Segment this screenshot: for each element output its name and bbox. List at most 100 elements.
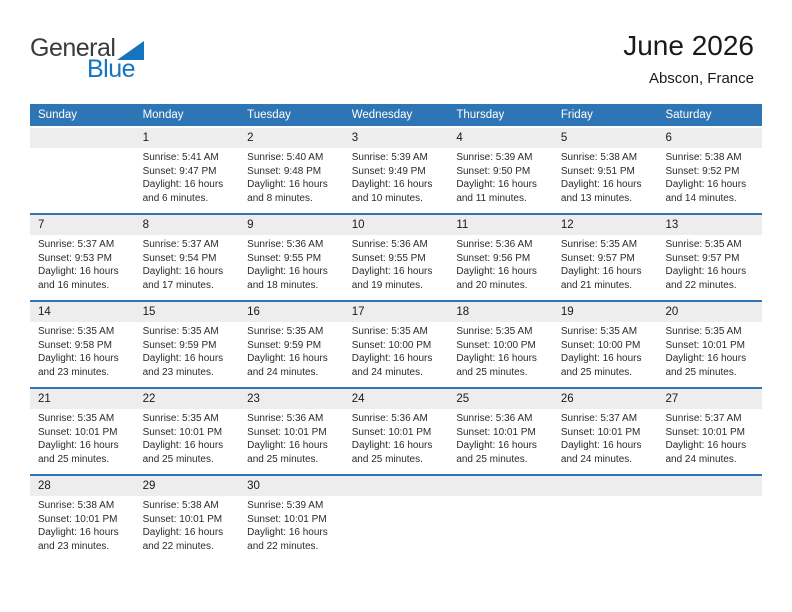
day-number: 29 bbox=[142, 480, 156, 492]
day-cell: Sunrise: 5:36 AM Sunset: 10:01 PM Daylight… bbox=[344, 409, 449, 466]
weekday-header-tuesday: Tuesday bbox=[247, 109, 291, 121]
day-cell: Sunrise: 5:38 AM Sunset: 9:51 PM Daylight:… bbox=[553, 148, 658, 205]
daylight-text: Daylight: 16 hours and 25 minutes. bbox=[351, 440, 433, 465]
sunrise-text: Sunrise: 5:35 AM bbox=[247, 326, 324, 337]
day-cell: Sunrise: 5:40 AM Sunset: 9:48 PM Daylight:… bbox=[239, 148, 344, 205]
day-number-band: 28 29 30 bbox=[30, 476, 762, 496]
day-number: 28 bbox=[38, 480, 51, 492]
day-cell: Sunrise: 5:39 AM Sunset: 9:49 PM Daylight:… bbox=[344, 148, 449, 205]
day-cell-empty bbox=[30, 148, 135, 205]
location-subtitle: Abscon, France bbox=[648, 70, 754, 87]
day-cell: Sunrise: 5:38 AM Sunset: 10:01 PM Daylight… bbox=[135, 496, 240, 553]
sunrise-text: Sunrise: 5:38 AM bbox=[142, 500, 219, 511]
week-row: 28 29 30 Sunrise: 5:38 AM Sunset: 10:01 PM Da… bbox=[30, 474, 762, 561]
sunset-text: Sunset: 10:01 PM bbox=[247, 426, 327, 438]
logo-top-line: General bbox=[30, 36, 145, 61]
day-number: 11 bbox=[456, 219, 469, 231]
daylight-text: Daylight: 16 hours and 11 minutes. bbox=[456, 179, 537, 204]
day-number: 2 bbox=[247, 132, 254, 144]
day-cell: Sunrise: 5:38 AM Sunset: 10:01 PM Daylight… bbox=[30, 496, 135, 553]
day-number: 4 bbox=[456, 132, 463, 144]
sunset-text: Sunset: 10:01 PM bbox=[142, 513, 223, 525]
day-detail-row: Sunrise: 5:37 AM Sunset: 9:53 PM Daylight:… bbox=[30, 235, 762, 292]
weeks-container: 1 2 3 4 5 6 Sunrise: 5:41 AM Sunset: 9:47 PM Day… bbox=[30, 126, 762, 561]
day-cell: Sunrise: 5:35 AM Sunset: 9:57 PM Daylight:… bbox=[657, 235, 762, 292]
day-cell: Sunrise: 5:35 AM Sunset: 10:01 PM Daylight… bbox=[657, 322, 762, 379]
sunrise-text: Sunrise: 5:37 AM bbox=[665, 413, 742, 424]
daylight-text: Daylight: 16 hours and 23 minutes. bbox=[38, 353, 119, 378]
day-number: 1 bbox=[142, 132, 149, 144]
sunrise-text: Sunrise: 5:36 AM bbox=[247, 239, 324, 250]
sunrise-text: Sunrise: 5:37 AM bbox=[38, 239, 115, 250]
sunset-text: Sunset: 9:48 PM bbox=[247, 165, 322, 177]
sunset-text: Sunset: 9:55 PM bbox=[247, 252, 322, 264]
sunset-text: Sunset: 10:01 PM bbox=[560, 426, 641, 438]
sunrise-text: Sunrise: 5:36 AM bbox=[351, 239, 428, 250]
daylight-text: Daylight: 16 hours and 16 minutes. bbox=[38, 266, 119, 291]
sunrise-text: Sunrise: 5:35 AM bbox=[456, 326, 533, 337]
sunrise-text: Sunrise: 5:36 AM bbox=[351, 413, 428, 424]
day-number-band: 14 15 16 17 18 19 20 bbox=[30, 302, 762, 322]
day-number: 12 bbox=[560, 219, 574, 231]
day-cell-empty bbox=[553, 496, 658, 553]
sunset-text: Sunset: 10:01 PM bbox=[38, 426, 118, 438]
sunset-text: Sunset: 9:57 PM bbox=[560, 252, 635, 264]
daylight-text: Daylight: 16 hours and 20 minutes. bbox=[456, 266, 537, 291]
sunrise-text: Sunrise: 5:38 AM bbox=[38, 500, 115, 511]
sunset-text: Sunset: 10:00 PM bbox=[351, 339, 432, 351]
sunset-text: Sunset: 10:01 PM bbox=[665, 426, 745, 438]
sunset-text: Sunset: 9:51 PM bbox=[560, 165, 635, 177]
sunrise-text: Sunrise: 5:39 AM bbox=[247, 500, 324, 511]
day-number: 9 bbox=[247, 219, 254, 231]
sunrise-text: Sunrise: 5:35 AM bbox=[560, 239, 638, 250]
sunrise-text: Sunrise: 5:35 AM bbox=[665, 239, 742, 250]
sunrise-text: Sunrise: 5:37 AM bbox=[560, 413, 638, 424]
day-number: 13 bbox=[665, 219, 679, 231]
sunrise-text: Sunrise: 5:38 AM bbox=[665, 152, 742, 163]
day-number: 6 bbox=[665, 132, 672, 144]
sunset-text: Sunset: 10:01 PM bbox=[38, 513, 118, 525]
sunset-text: Sunset: 9:56 PM bbox=[456, 252, 531, 264]
weekday-header-friday: Friday bbox=[560, 109, 593, 121]
sunrise-text: Sunrise: 5:41 AM bbox=[142, 152, 219, 163]
calendar-table: Sunday Monday Tuesday Wednesday Thursday Frid… bbox=[30, 104, 762, 561]
day-number-empty bbox=[448, 476, 553, 496]
weekday-header-sunday: Sunday bbox=[38, 109, 78, 121]
weekday-header-saturday: Saturday bbox=[665, 109, 712, 121]
weekday-header-monday: Monday bbox=[142, 109, 184, 121]
daylight-text: Daylight: 16 hours and 25 minutes. bbox=[560, 353, 642, 378]
day-number: 10 bbox=[351, 219, 365, 231]
sunrise-text: Sunrise: 5:35 AM bbox=[142, 326, 219, 337]
day-cell: Sunrise: 5:37 AM Sunset: 10:01 PM Daylight… bbox=[657, 409, 762, 466]
day-number: 18 bbox=[456, 306, 470, 318]
day-number: 21 bbox=[38, 393, 51, 405]
daylight-text: Daylight: 16 hours and 24 minutes. bbox=[560, 440, 642, 465]
daylight-text: Daylight: 16 hours and 25 minutes. bbox=[665, 353, 747, 378]
sunrise-text: Sunrise: 5:37 AM bbox=[142, 239, 219, 250]
sunrise-text: Sunrise: 5:35 AM bbox=[665, 326, 742, 337]
daylight-text: Daylight: 16 hours and 25 minutes. bbox=[247, 440, 328, 465]
day-cell: Sunrise: 5:39 AM Sunset: 10:01 PM Daylight… bbox=[239, 496, 344, 553]
sunset-text: Sunset: 10:00 PM bbox=[560, 339, 641, 351]
daylight-text: Daylight: 16 hours and 6 minutes. bbox=[142, 179, 224, 204]
daylight-text: Daylight: 16 hours and 25 minutes. bbox=[456, 440, 537, 465]
daylight-text: Daylight: 16 hours and 18 minutes. bbox=[247, 266, 328, 291]
sunset-text: Sunset: 9:52 PM bbox=[665, 165, 740, 177]
week-row: 21 22 23 24 25 26 27 Sunrise: 5:35 AM Sunset: 10… bbox=[30, 387, 762, 474]
sunset-text: Sunset: 9:57 PM bbox=[665, 252, 740, 264]
sunset-text: Sunset: 9:59 PM bbox=[247, 339, 322, 351]
day-number-band: 21 22 23 24 25 26 27 bbox=[30, 389, 762, 409]
day-detail-row: Sunrise: 5:35 AM Sunset: 9:58 PM Daylight:… bbox=[30, 322, 762, 379]
sunset-text: Sunset: 9:54 PM bbox=[142, 252, 217, 264]
day-number: 24 bbox=[351, 393, 365, 405]
day-number: 27 bbox=[665, 393, 679, 405]
day-cell: Sunrise: 5:41 AM Sunset: 9:47 PM Daylight:… bbox=[135, 148, 240, 205]
day-number: 7 bbox=[38, 219, 45, 231]
daylight-text: Daylight: 16 hours and 24 minutes. bbox=[665, 440, 747, 465]
day-cell: Sunrise: 5:36 AM Sunset: 10:01 PM Daylight… bbox=[448, 409, 553, 466]
sunset-text: Sunset: 9:58 PM bbox=[38, 339, 112, 351]
sunset-text: Sunset: 9:47 PM bbox=[142, 165, 217, 177]
daylight-text: Daylight: 16 hours and 22 minutes. bbox=[247, 527, 328, 552]
daylight-text: Daylight: 16 hours and 13 minutes. bbox=[560, 179, 642, 204]
